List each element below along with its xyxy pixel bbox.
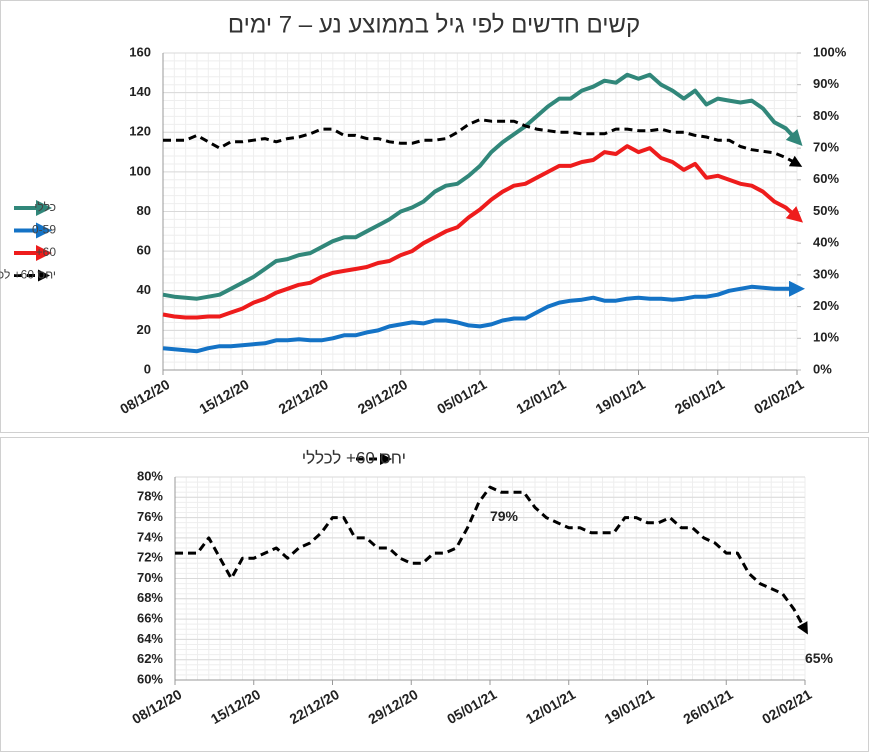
y2-tick-label: 90% xyxy=(813,76,839,91)
y2-tick-label: 10% xyxy=(813,330,839,345)
data-label: 65% xyxy=(805,650,834,666)
y-tick-label: 80% xyxy=(137,468,163,483)
data-label: 79% xyxy=(490,508,519,524)
y2-tick-label: 70% xyxy=(813,140,839,155)
y-tick-label: 0 xyxy=(144,361,151,376)
y-tick-label: 160 xyxy=(129,44,151,59)
y2-tick-label: 60% xyxy=(813,171,839,186)
y-tick-label: 140 xyxy=(129,84,151,99)
y2-tick-label: 100% xyxy=(813,44,847,59)
y2-tick-label: 30% xyxy=(813,266,839,281)
y-tick-label: 40 xyxy=(137,282,151,297)
y-tick-label: 80 xyxy=(137,203,151,218)
series-line xyxy=(162,72,803,301)
y-tick-label: 76% xyxy=(137,509,163,524)
y-tick-label: 68% xyxy=(137,590,163,605)
y-tick-label: 78% xyxy=(137,489,163,504)
legend-label: יחס 60+ לכללי xyxy=(0,268,56,282)
series-line xyxy=(162,280,805,354)
legend-label: כללי xyxy=(34,200,56,214)
series-line xyxy=(175,485,808,635)
legend-label: יחס 60+ לכללי xyxy=(302,448,406,467)
bottom-panel xyxy=(0,437,869,752)
y2-tick-label: 80% xyxy=(813,108,839,123)
y-tick-label: 20 xyxy=(137,322,151,337)
legend-label: +60 xyxy=(36,245,57,259)
series-line xyxy=(162,144,804,320)
y-tick-label: 100 xyxy=(129,163,151,178)
y-tick-label: 120 xyxy=(129,124,151,139)
y-tick-label: 60 xyxy=(137,243,151,258)
y-tick-label: 74% xyxy=(137,529,163,544)
legend-label: 0-59 xyxy=(32,223,56,237)
y2-tick-label: 50% xyxy=(813,203,839,218)
y-tick-label: 66% xyxy=(137,611,163,626)
y-tick-label: 62% xyxy=(137,651,163,666)
y2-tick-label: 20% xyxy=(813,298,839,313)
series-line xyxy=(163,118,803,167)
y2-tick-label: 0% xyxy=(813,361,832,376)
y-tick-label: 72% xyxy=(137,550,163,565)
y-tick-label: 70% xyxy=(137,570,163,585)
y2-tick-label: 40% xyxy=(813,235,839,250)
y-tick-label: 60% xyxy=(137,671,163,686)
y-tick-label: 64% xyxy=(137,631,163,646)
chart-title: קשים חדשים לפי גיל בממוצע נע – 7 ימים xyxy=(228,11,640,38)
